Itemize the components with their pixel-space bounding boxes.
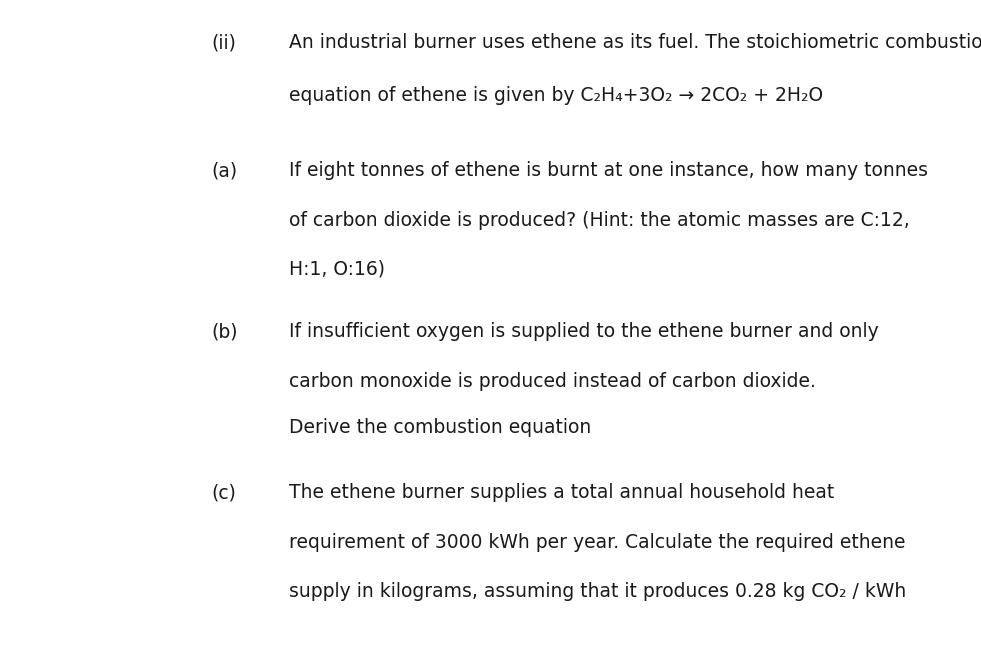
Text: of carbon dioxide is produced? (Hint: the atomic masses are C:12,: of carbon dioxide is produced? (Hint: th… [289,211,910,229]
Text: (ii): (ii) [211,34,235,52]
Text: equation of ethene is given by C₂H₄+3O₂ → 2CO₂ + 2H₂O: equation of ethene is given by C₂H₄+3O₂ … [289,86,823,104]
Text: The ethene burner supplies a total annual household heat: The ethene burner supplies a total annua… [289,484,835,502]
Text: If insufficient oxygen is supplied to the ethene burner and only: If insufficient oxygen is supplied to th… [289,323,879,341]
Text: (b): (b) [211,323,237,341]
Text: (a): (a) [211,162,237,180]
Text: requirement of 3000 kWh per year. Calculate the required ethene: requirement of 3000 kWh per year. Calcul… [289,533,905,551]
Text: (c): (c) [211,484,235,502]
Text: supply in kilograms, assuming that it produces 0.28 kg CO₂ / kWh: supply in kilograms, assuming that it pr… [289,582,906,600]
Text: Derive the combustion equation: Derive the combustion equation [289,418,592,436]
Text: carbon monoxide is produced instead of carbon dioxide.: carbon monoxide is produced instead of c… [289,372,816,390]
Text: H:1, O:16): H:1, O:16) [289,260,386,279]
Text: If eight tonnes of ethene is burnt at one instance, how many tonnes: If eight tonnes of ethene is burnt at on… [289,162,928,180]
Text: An industrial burner uses ethene as its fuel. The stoichiometric combustion: An industrial burner uses ethene as its … [289,34,981,52]
